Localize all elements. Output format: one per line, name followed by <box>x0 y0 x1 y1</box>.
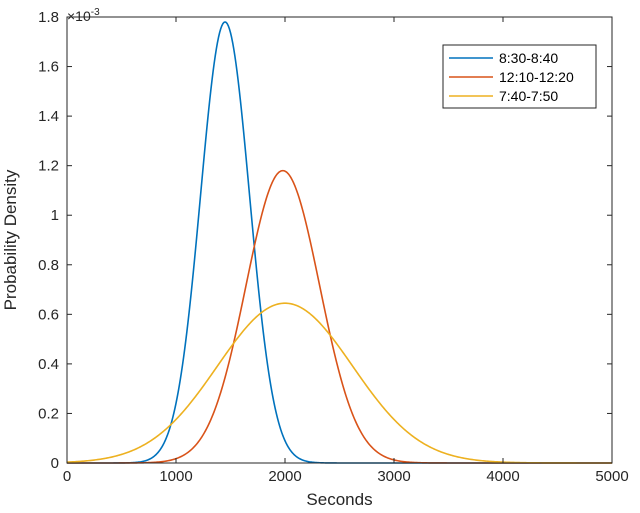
x-axis-title: Seconds <box>306 490 372 509</box>
x-tick-label: 5000 <box>595 468 628 485</box>
y-tick-label: 0.2 <box>38 405 59 422</box>
exponent-power: -3 <box>91 7 100 18</box>
legend-items: 8:30-8:40 12:10-12:20 7:40-7:50 <box>449 50 574 104</box>
exponent-base: ×10 <box>67 8 91 24</box>
y-tick-label: 1 <box>51 207 59 224</box>
y-tick-label: 0.8 <box>38 257 59 274</box>
x-tick-label: 2000 <box>268 468 301 485</box>
y-tick-label: 1.6 <box>38 59 59 76</box>
y-tick-label: 0.4 <box>38 356 59 373</box>
y-tick-label: 0 <box>51 455 59 472</box>
x-tick-label: 0 <box>63 468 71 485</box>
y-tick-label: 1.2 <box>38 158 59 175</box>
legend: 8:30-8:40 12:10-12:20 7:40-7:50 <box>442 44 597 109</box>
legend-label: 8:30-8:40 <box>499 50 558 66</box>
legend-label: 12:10-12:20 <box>499 69 574 85</box>
y-tick-label: 0.6 <box>38 306 59 323</box>
x-tick-label: 3000 <box>377 468 410 485</box>
x-tick-label: 4000 <box>486 468 519 485</box>
y-tick-label: 1.4 <box>38 108 59 125</box>
tick-labels-layer: 0 1000 2000 3000 4000 5000 0 0.2 0.4 0.6 0.8 1 1.2 1.… <box>38 9 629 485</box>
ticks-layer <box>66 16 613 464</box>
y-tick-label: 1.8 <box>38 9 59 26</box>
x-tick-label: 1000 <box>159 468 192 485</box>
legend-label: 7:40-7:50 <box>499 88 558 104</box>
y-axis-title: Probability Density <box>1 169 20 310</box>
y-axis-exponent-label: ×10-3 <box>67 7 100 24</box>
plot-frame <box>66 16 613 464</box>
